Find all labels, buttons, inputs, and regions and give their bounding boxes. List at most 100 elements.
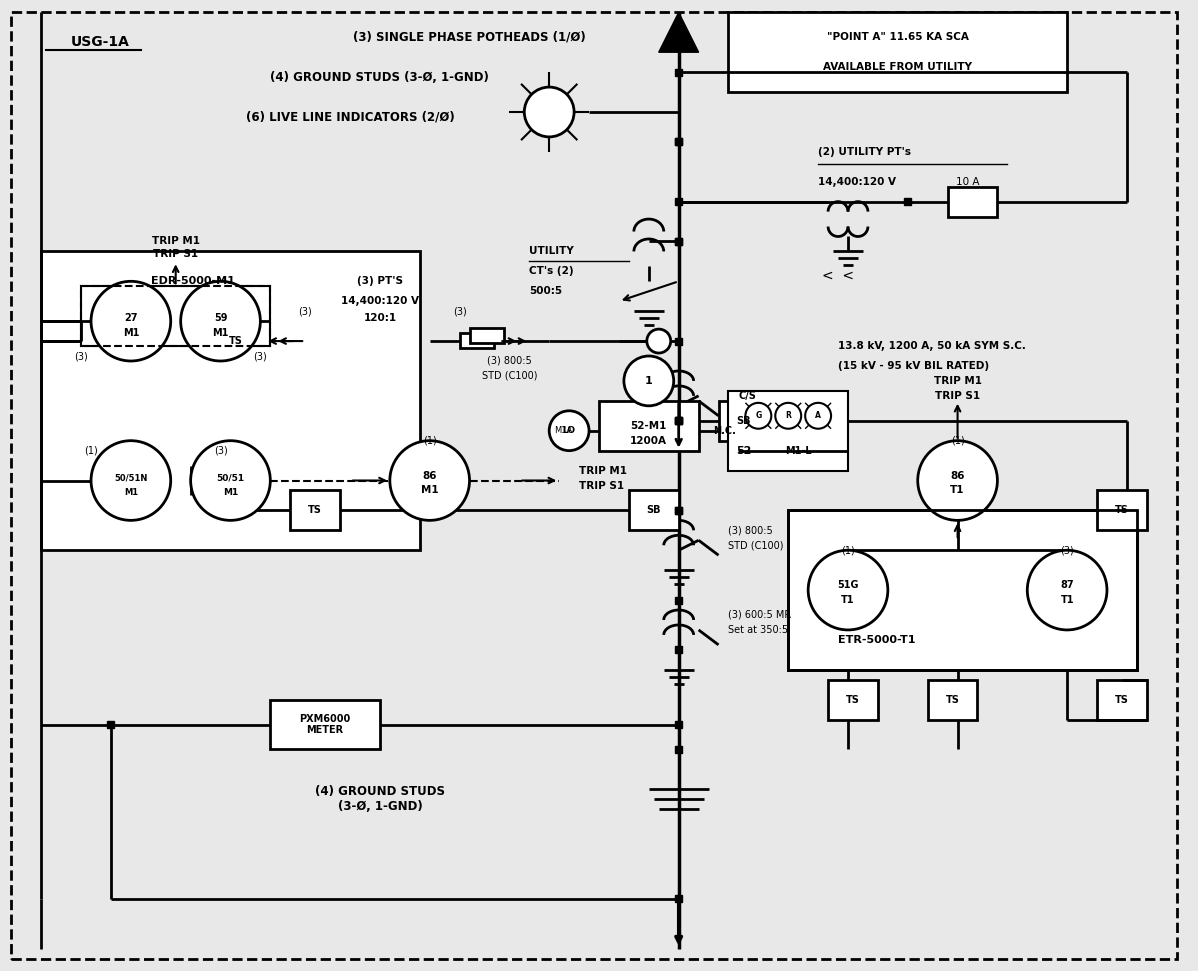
Circle shape [647, 329, 671, 353]
Text: LO: LO [563, 426, 576, 435]
Text: 13.8 kV, 1200 A, 50 kA SYM S.C.: 13.8 kV, 1200 A, 50 kA SYM S.C. [839, 341, 1025, 352]
Text: 1200A: 1200A [630, 436, 667, 446]
Bar [788, 511, 1137, 670]
Bar [301, 323, 335, 338]
Bar [271, 700, 380, 750]
Bar [728, 391, 848, 471]
Bar [81, 286, 271, 346]
Circle shape [805, 403, 831, 429]
Text: (3): (3) [453, 306, 466, 317]
Bar [290, 490, 340, 530]
Text: 52-M1: 52-M1 [630, 420, 667, 431]
Text: (2) UTILITY PT's: (2) UTILITY PT's [818, 147, 912, 157]
Circle shape [1028, 551, 1107, 630]
Text: 14,400:120 V: 14,400:120 V [341, 296, 419, 306]
Text: N.C.: N.C. [714, 425, 737, 436]
Text: 27: 27 [125, 314, 138, 323]
Bar [676, 418, 682, 424]
Text: M1: M1 [212, 328, 229, 338]
Bar [676, 69, 682, 76]
Circle shape [91, 282, 170, 361]
Text: (4) GROUND STUDS
(3-Ø, 1-GND): (4) GROUND STUDS (3-Ø, 1-GND) [315, 786, 444, 814]
Circle shape [91, 441, 170, 520]
Bar [460, 333, 495, 348]
Text: STD (C100): STD (C100) [728, 540, 783, 551]
Circle shape [389, 441, 470, 520]
Text: (3): (3) [1060, 546, 1073, 555]
Text: 500:5: 500:5 [530, 286, 562, 296]
Text: "POINT A" 11.65 KA SCA: "POINT A" 11.65 KA SCA [827, 32, 969, 43]
Text: 10 A: 10 A [956, 177, 979, 186]
Text: UTILITY: UTILITY [530, 247, 574, 256]
Bar [904, 198, 912, 205]
Bar [676, 596, 682, 604]
Text: <  <: < < [822, 269, 854, 284]
Circle shape [624, 356, 673, 406]
Text: 86: 86 [423, 471, 437, 481]
Circle shape [525, 87, 574, 137]
Bar [676, 418, 682, 424]
Text: R: R [786, 412, 791, 420]
Bar [676, 507, 682, 514]
Text: TS: TS [846, 694, 860, 705]
Text: TS: TS [229, 336, 242, 346]
Text: 52: 52 [736, 446, 751, 455]
Text: T1: T1 [1060, 595, 1073, 605]
Bar [676, 238, 682, 245]
Text: TRIP S1: TRIP S1 [153, 250, 198, 259]
Bar [927, 680, 978, 720]
Text: M1: M1 [420, 486, 438, 495]
Bar [599, 401, 698, 451]
Text: M1: M1 [123, 488, 138, 497]
Text: M1A: M1A [555, 426, 573, 435]
Bar [676, 746, 682, 753]
Bar [676, 895, 682, 902]
Circle shape [745, 403, 772, 429]
Text: SB: SB [737, 416, 751, 425]
Text: PXM6000
METER: PXM6000 METER [300, 714, 351, 735]
Text: ETR-5000-T1: ETR-5000-T1 [839, 635, 915, 645]
Text: (1): (1) [841, 546, 855, 555]
Text: (3): (3) [74, 352, 87, 361]
Bar [310, 318, 345, 333]
Bar [676, 238, 682, 245]
Text: 50/51: 50/51 [217, 473, 244, 482]
Text: (3) 800:5: (3) 800:5 [486, 356, 532, 366]
Text: 87: 87 [1060, 580, 1073, 590]
Text: CT's (2): CT's (2) [530, 266, 574, 277]
Circle shape [918, 441, 998, 520]
Text: TS: TS [1115, 694, 1129, 705]
Text: TRIP M1: TRIP M1 [933, 376, 981, 385]
Text: 59: 59 [213, 314, 228, 323]
Text: (1): (1) [951, 436, 964, 446]
Bar [788, 511, 1137, 670]
Bar [211, 321, 260, 361]
Bar [1097, 490, 1146, 530]
Bar [301, 321, 335, 336]
Text: 51G: 51G [837, 580, 859, 590]
Text: TRIP M1: TRIP M1 [579, 465, 627, 476]
Text: TS: TS [945, 694, 960, 705]
Text: (3): (3) [254, 352, 267, 361]
Text: TRIP M1: TRIP M1 [152, 237, 200, 247]
Text: T1: T1 [841, 595, 854, 605]
Text: (3) 600:5 MR: (3) 600:5 MR [728, 610, 792, 619]
Text: 120:1: 120:1 [363, 314, 397, 323]
Text: (3) PT'S: (3) PT'S [357, 277, 403, 286]
Bar [676, 418, 682, 424]
Bar [81, 286, 271, 346]
Text: TS: TS [1115, 505, 1129, 516]
Bar [629, 490, 679, 530]
Text: (1): (1) [84, 446, 98, 455]
Bar [676, 647, 682, 653]
Text: (4) GROUND STUDS (3-Ø, 1-GND): (4) GROUND STUDS (3-Ø, 1-GND) [271, 71, 489, 84]
Text: USG-1A: USG-1A [71, 35, 131, 50]
Text: 1: 1 [645, 376, 653, 385]
Bar [676, 139, 682, 146]
Text: SB: SB [647, 505, 661, 516]
Text: AVAILABLE FROM UTILITY: AVAILABLE FROM UTILITY [823, 62, 973, 72]
Text: (3) 800:5: (3) 800:5 [728, 525, 773, 535]
Text: TS: TS [308, 505, 322, 516]
Bar [948, 186, 998, 217]
Text: T1: T1 [950, 486, 964, 495]
